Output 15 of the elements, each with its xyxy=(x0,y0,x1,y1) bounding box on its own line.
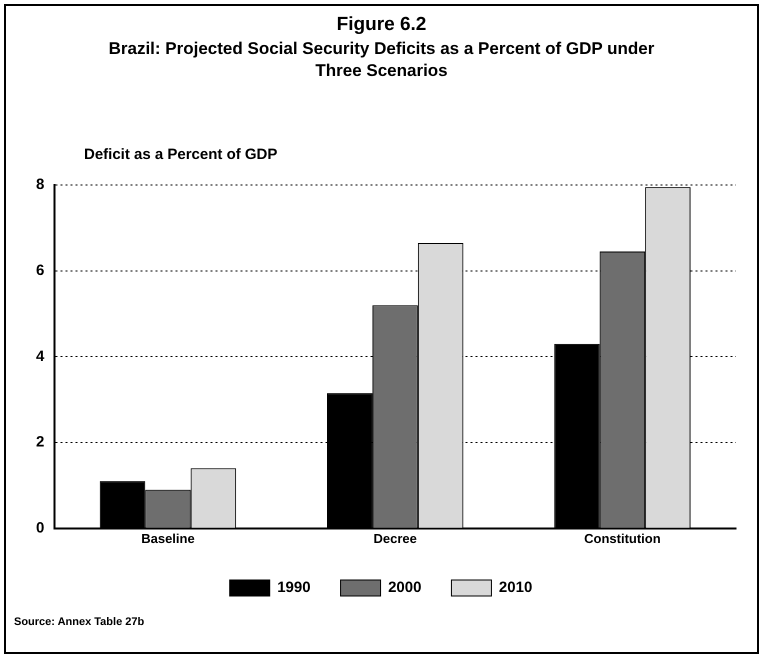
y-tick-label: 6 xyxy=(36,262,44,279)
y-tick-label: 2 xyxy=(36,434,44,451)
source-note: Source: Annex Table 27b xyxy=(14,616,144,628)
y-tick-label: 4 xyxy=(36,348,45,365)
x-tick-label: Constitution xyxy=(584,530,661,546)
legend-label: 2010 xyxy=(498,579,532,596)
legend-label: 2000 xyxy=(388,579,422,596)
y-axis-title: Deficit as a Percent of GDP xyxy=(84,146,278,163)
legend-label: 1990 xyxy=(277,579,311,596)
x-tick-label: Decree xyxy=(373,530,417,546)
y-tick-label: 8 xyxy=(36,176,44,194)
chart-title: Figure 6.2 xyxy=(336,14,428,36)
chart-subtitle: Brazil: Projected Social Security Deficits as a Percent of GDP under Three Scenarios xyxy=(108,38,656,82)
y-tick-label: 0 xyxy=(36,520,44,537)
x-tick-label: Baseline xyxy=(141,530,195,546)
